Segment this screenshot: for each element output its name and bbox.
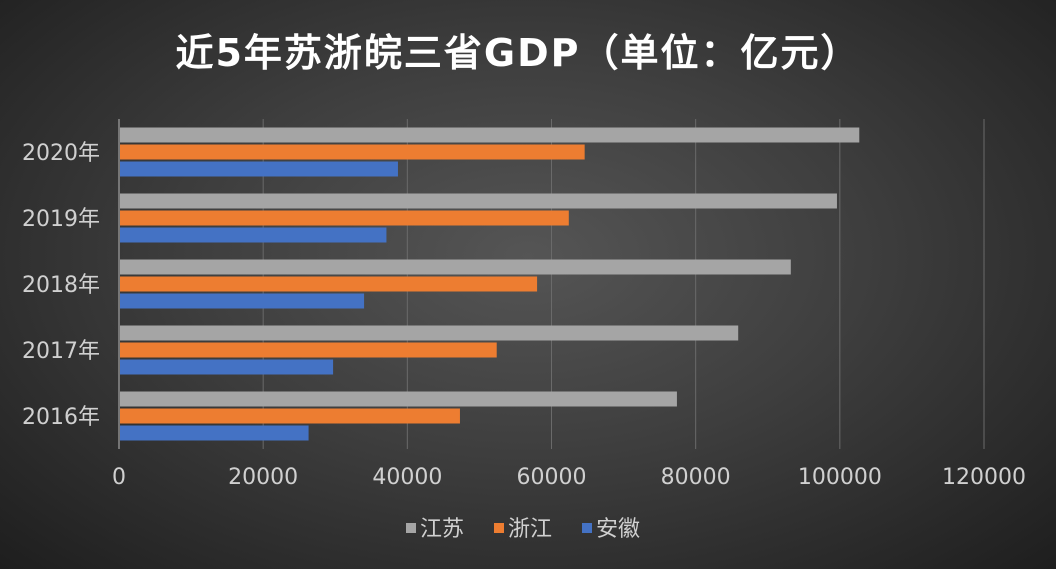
bar-浙江-2018年: [120, 276, 538, 292]
legend-swatch-江苏: [406, 523, 416, 533]
legend-label-浙江: 浙江: [508, 517, 552, 542]
x-tick-label-60000: 60000: [517, 465, 587, 490]
bar-安徽-2017年: [120, 359, 334, 375]
x-tick-label-0: 0: [112, 465, 126, 490]
x-tick-label-120000: 120000: [942, 465, 1026, 490]
chart-title: 近5年苏浙皖三省GDP（单位：亿元）: [175, 31, 860, 75]
legend-layer: 江苏 浙江 安徽: [406, 517, 640, 542]
bar-浙江-2019年: [120, 210, 569, 226]
legend-swatch-浙江: [494, 523, 504, 533]
y-tick-label-2017年: 2017年: [22, 339, 100, 364]
x-tick-label-20000: 20000: [228, 465, 298, 490]
legend-label-江苏: 江苏: [420, 517, 464, 542]
bar-江苏-2020年: [120, 127, 860, 143]
y-tick-label-2020年: 2020年: [22, 141, 100, 166]
bar-安徽-2018年: [120, 293, 365, 309]
bar-浙江-2020年: [120, 144, 585, 160]
y-tick-label-2018年: 2018年: [22, 273, 100, 298]
y-tick-label-2019年: 2019年: [22, 207, 100, 232]
bar-浙江-2016年: [120, 408, 460, 424]
bar-江苏-2016年: [120, 391, 677, 407]
bar-浙江-2017年: [120, 342, 497, 358]
bar-layer: [120, 127, 860, 441]
x-tick-label-40000: 40000: [372, 465, 442, 490]
bar-江苏-2018年: [120, 259, 791, 275]
legend-label-安徽: 安徽: [596, 517, 640, 542]
x-tick-label-100000: 100000: [798, 465, 882, 490]
axis-layer: 0 20000 40000 60000 80000 100000 120000 2020年 20…: [22, 119, 1026, 490]
bar-安徽-2020年: [120, 161, 398, 177]
legend-swatch-安徽: [582, 523, 592, 533]
bar-江苏-2017年: [120, 325, 739, 341]
bar-江苏-2019年: [120, 193, 837, 209]
x-tick-label-80000: 80000: [661, 465, 731, 490]
bar-安徽-2019年: [120, 227, 387, 243]
bar-安徽-2016年: [120, 425, 309, 441]
y-tick-label-2016年: 2016年: [22, 405, 100, 430]
